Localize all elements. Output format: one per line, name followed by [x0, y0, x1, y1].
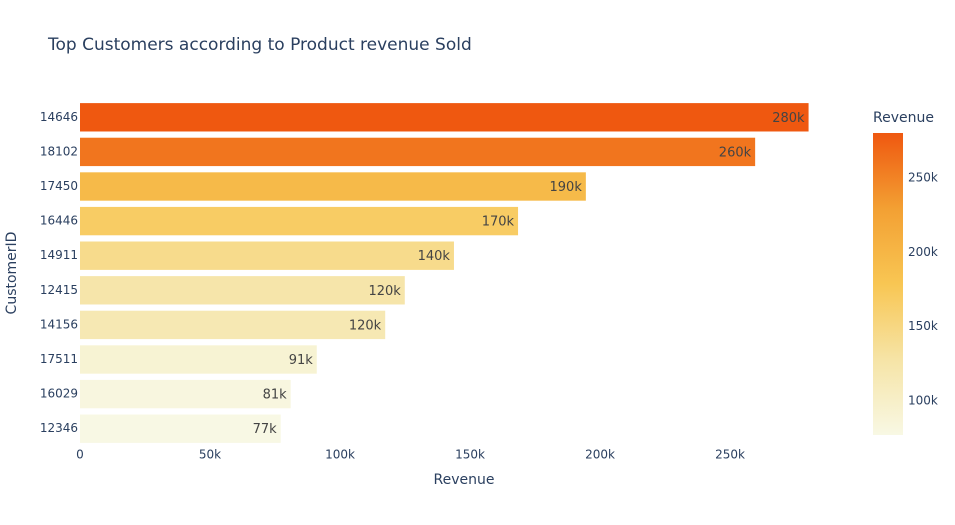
x-tick-label: 250k [715, 448, 745, 462]
value-label: 170k [482, 215, 515, 230]
bar [80, 379, 291, 409]
value-label: 140k [418, 249, 451, 264]
x-axis-title: Revenue [434, 472, 495, 488]
y-tick-label: 18102 [40, 144, 78, 158]
y-axis-title: CustomerID [4, 232, 20, 315]
y-tick-label: 17511 [40, 352, 78, 366]
bar [80, 276, 405, 305]
y-tick-label: 14156 [40, 317, 78, 331]
y-tick-label: 12415 [40, 283, 78, 297]
bar [80, 103, 809, 132]
y-tick-label: 14646 [40, 110, 78, 124]
x-tick-label: 100k [325, 448, 355, 462]
y-tick-label: 16446 [40, 214, 78, 228]
bar [80, 206, 519, 236]
bar [80, 414, 281, 443]
colorbar [873, 133, 903, 435]
y-tick-label: 14911 [40, 248, 78, 262]
colorbar-tick-label: 250k [908, 170, 938, 184]
bar [80, 137, 756, 167]
value-label: 260k [719, 145, 752, 160]
chart-title: Top Customers according to Product reven… [47, 35, 472, 55]
value-label: 81k [263, 388, 288, 403]
bar [80, 310, 386, 340]
value-label: 120k [368, 284, 401, 299]
x-tick-label: 150k [455, 448, 485, 462]
x-tick-label: 50k [199, 448, 221, 462]
value-label: 120k [349, 318, 382, 333]
value-label: 77k [253, 422, 278, 437]
y-tick-label: 16029 [40, 387, 78, 401]
x-tick-label: 0 [76, 448, 84, 462]
value-label: 190k [550, 180, 583, 195]
colorbar-tick-label: 150k [908, 319, 938, 333]
bar [80, 241, 454, 270]
colorbar-title: Revenue [873, 110, 934, 126]
colorbar-tick-label: 200k [908, 245, 938, 259]
bar [80, 345, 317, 374]
value-label: 280k [772, 111, 805, 126]
colorbar-tick-label: 100k [908, 394, 938, 408]
bar [80, 172, 586, 201]
y-tick-label: 17450 [40, 179, 78, 193]
y-tick-label: 12346 [40, 421, 78, 435]
value-label: 91k [289, 353, 314, 368]
x-tick-label: 200k [585, 448, 615, 462]
